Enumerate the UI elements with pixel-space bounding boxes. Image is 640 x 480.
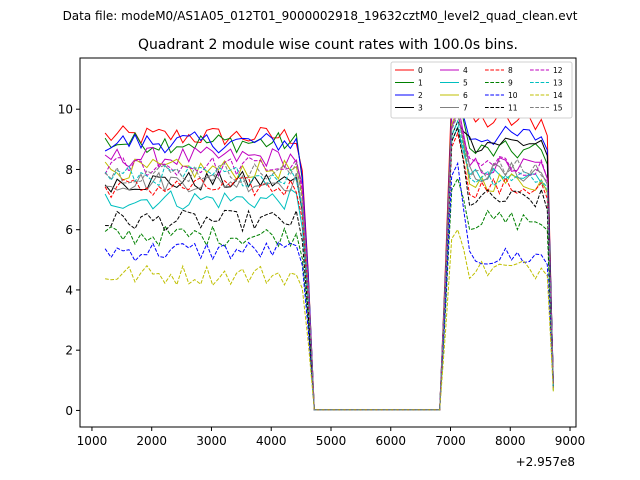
plot-frame xyxy=(79,57,577,428)
legend-label: 14 xyxy=(553,91,563,100)
legend-label: 5 xyxy=(463,79,468,88)
legend-label: 10 xyxy=(508,91,518,100)
legend-label: 11 xyxy=(508,104,518,113)
series-line-3 xyxy=(104,120,554,411)
x-tick-label: 5000 xyxy=(316,434,347,448)
y-tick-label: 0 xyxy=(65,404,73,418)
series-line-15 xyxy=(104,113,554,411)
legend-label: 13 xyxy=(553,79,563,88)
legend-box xyxy=(390,61,573,119)
series-line-8 xyxy=(104,131,554,411)
y-tick-label: 6 xyxy=(65,223,73,237)
legend-label: 15 xyxy=(553,104,563,113)
y-tick-label: 4 xyxy=(65,283,73,297)
x-tick-label: 1000 xyxy=(77,434,108,448)
x-tick-label: 4000 xyxy=(256,434,287,448)
x-tick-label: 7000 xyxy=(435,434,466,448)
legend-label: 6 xyxy=(463,91,468,100)
x-tick-label: 9000 xyxy=(555,434,586,448)
x-tick-label: 8000 xyxy=(495,434,526,448)
ticks-layer: 1000 2000 3000 4000 5000 6000 7000 8000 9000 0 2 4 6… xyxy=(58,103,586,448)
legend-label: 3 xyxy=(418,104,423,113)
suptitle: Data file: modeM0/AS1A05_012T01_90000029… xyxy=(63,9,578,23)
x-tick-label: 2000 xyxy=(136,434,167,448)
y-tick-label: 2 xyxy=(65,344,73,358)
x-tick-label: 3000 xyxy=(196,434,227,448)
series-layer xyxy=(104,74,554,411)
series-line-0 xyxy=(104,74,554,411)
x-offset-label: +2.957e8 xyxy=(516,455,575,469)
legend-label: 8 xyxy=(508,66,513,75)
series-line-10 xyxy=(104,161,554,411)
series-line-6 xyxy=(104,107,554,411)
y-tick-label: 10 xyxy=(58,103,73,117)
legend-label: 12 xyxy=(553,66,563,75)
series-line-4 xyxy=(104,101,554,411)
legend-label: 1 xyxy=(418,79,423,88)
series-line-1 xyxy=(104,89,554,411)
legend-label: 4 xyxy=(463,66,468,75)
legend-label: 0 xyxy=(418,66,423,75)
series-line-12 xyxy=(104,110,554,411)
legend-label: 2 xyxy=(418,91,423,100)
x-tick-label: 6000 xyxy=(375,434,406,448)
series-line-5 xyxy=(104,125,554,411)
legend-label: 9 xyxy=(508,79,513,88)
series-line-14 xyxy=(105,228,554,411)
chart-title: Quadrant 2 module wise count rates with … xyxy=(138,37,518,53)
series-line-13 xyxy=(104,119,554,411)
series-line-7 xyxy=(105,110,554,411)
series-line-2 xyxy=(104,95,554,411)
series-line-11 xyxy=(105,125,554,411)
y-tick-label: 8 xyxy=(65,163,73,177)
legend-label: 7 xyxy=(463,104,468,113)
series-line-9 xyxy=(104,177,554,411)
